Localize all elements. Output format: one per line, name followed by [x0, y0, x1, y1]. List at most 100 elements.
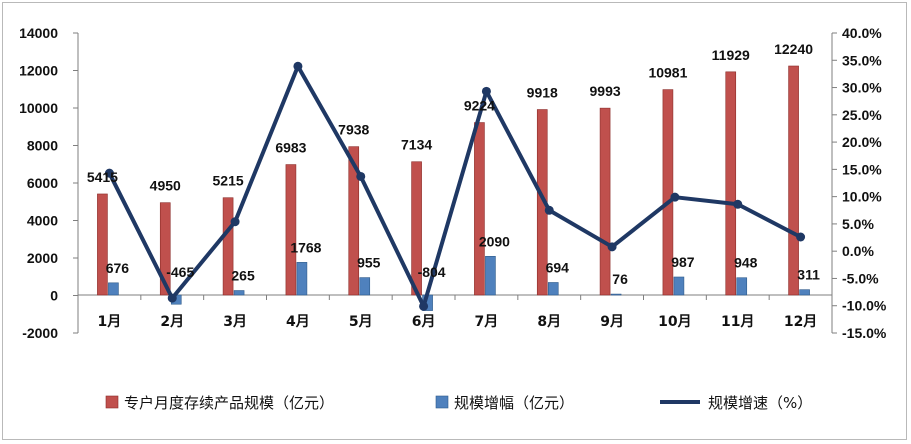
- right-axis-tick-label: -5.0%: [842, 270, 879, 286]
- data-label-growth: 955: [357, 255, 381, 271]
- right-axis-tick-label: 35.0%: [842, 52, 882, 68]
- bar-growth: [485, 256, 496, 296]
- data-label-scale: 6983: [275, 140, 306, 156]
- x-axis-tick-label: 10月: [658, 314, 691, 330]
- legend-swatch-growth: [435, 395, 449, 409]
- data-labels: 5415 676 4950 -465 5215 265 6983 1768 7938 955 713…: [87, 41, 820, 287]
- right-axis-tick-label: 5.0%: [842, 216, 874, 232]
- line-growth-rate-point: [544, 205, 554, 215]
- data-label-scale: 11929: [712, 47, 750, 63]
- data-label-scale: 12240: [774, 41, 813, 57]
- left-axis-tick-label: 10000: [19, 100, 58, 116]
- bar-scale: [348, 146, 360, 296]
- bar-growth: [108, 282, 119, 296]
- data-label-growth: 676: [106, 260, 130, 276]
- x-axis-tick-label: 12月: [784, 314, 817, 330]
- bar-growth: [296, 262, 308, 296]
- line-growth-rate-point: [293, 61, 303, 71]
- bar-scale: [159, 202, 171, 296]
- x-axis-tick-label: 4月: [286, 314, 310, 330]
- right-axis-tick-label: 0.0%: [842, 243, 874, 259]
- bar-scale: [474, 122, 485, 296]
- line-growth-rate: [107, 64, 802, 309]
- left-axis-tick-label: 4000: [27, 213, 58, 229]
- x-axis-tick-label: 5月: [349, 314, 373, 330]
- bar-growth: [673, 276, 685, 296]
- x-axis-tick-label: 11月: [721, 314, 754, 330]
- x-axis-tick-label: 3月: [223, 314, 247, 330]
- legend-label-scale: 专户月度存续产品规模（亿元）: [124, 394, 334, 412]
- left-axis-tick-label: 12000: [19, 63, 58, 79]
- bar-growth: [547, 282, 559, 296]
- bar-scale: [599, 107, 611, 296]
- left-axis-tick-label: 8000: [27, 138, 58, 154]
- right-axis-tick-label: -10.0%: [842, 298, 887, 314]
- data-label-growth: 311: [797, 267, 820, 283]
- bar-scale: [222, 197, 234, 296]
- line-growth-rate-point: [356, 171, 366, 181]
- line-growth-rate-point: [607, 242, 617, 252]
- data-label-growth: 948: [734, 255, 758, 271]
- line-series: [104, 61, 806, 311]
- right-axis-tick-label: 10.0%: [842, 189, 882, 205]
- data-label-growth: -465: [166, 264, 194, 280]
- x-axis-tick-label: 9月: [600, 314, 624, 330]
- bar-scale: [97, 193, 108, 296]
- bar-growth: [736, 277, 748, 296]
- data-label-growth: 987: [671, 254, 695, 270]
- data-label-scale: 7938: [338, 122, 369, 138]
- right-axis-tick-label: 20.0%: [842, 134, 882, 150]
- data-label-scale: 4950: [150, 178, 181, 194]
- left-axis-tick-label: 6000: [27, 175, 58, 191]
- line-growth-rate-point: [230, 217, 240, 227]
- axes: -2000 0 2000 4000 6000 8000 10000 12000 14000 -15…: [19, 25, 887, 341]
- right-axis-tick-label: 15.0%: [842, 161, 882, 177]
- data-label-growth: 1768: [290, 239, 321, 255]
- left-axis-tick-label: -2000: [22, 325, 58, 341]
- line-growth-rate-point: [419, 301, 429, 311]
- data-label-scale: 9224: [464, 98, 495, 114]
- data-label-growth: 76: [612, 271, 628, 287]
- data-label-scale: 5415: [87, 169, 118, 185]
- right-axis-tick-label: -15.0%: [842, 325, 887, 341]
- x-axis-tick-label: 1月: [98, 314, 122, 330]
- chart-frame: [2, 2, 907, 440]
- right-axis-tick-label: 30.0%: [842, 80, 882, 96]
- right-axis-tick-label: 40.0%: [842, 25, 882, 41]
- legend-label-growth: 规模增幅（亿元）: [454, 394, 574, 412]
- line-growth-rate-point: [670, 192, 680, 202]
- data-label-scale: 5215: [213, 173, 244, 189]
- line-growth-rate-point: [733, 199, 743, 209]
- bar-scale: [788, 65, 799, 296]
- left-axis-tick-label: 14000: [19, 25, 58, 41]
- legend-swatch-scale: [105, 395, 119, 409]
- data-label-growth: 694: [546, 259, 570, 275]
- bar-growth: [610, 293, 622, 296]
- data-label-scale: 9918: [527, 85, 558, 101]
- bar-growth: [233, 290, 245, 296]
- line-growth-rate-point: [796, 232, 806, 242]
- x-axis-tick-label: 8月: [537, 314, 561, 330]
- right-axis-tick-label: 25.0%: [842, 107, 882, 123]
- bar-growth: [799, 289, 810, 296]
- line-growth-rate-point: [104, 168, 114, 178]
- bar-scale: [725, 71, 737, 296]
- line-growth-rate-point: [167, 293, 177, 303]
- legend-label-growth-rate: 规模增速（%）: [708, 394, 812, 412]
- x-axis-tick-label: 6月: [412, 314, 436, 330]
- x-axis-tick-label: 2月: [160, 314, 184, 330]
- bar-growth: [359, 277, 371, 296]
- data-label-growth: 265: [231, 268, 255, 284]
- left-axis-tick-label: 2000: [27, 250, 58, 266]
- bar-scale: [662, 89, 674, 296]
- x-axis-tick-label: 7月: [475, 314, 499, 330]
- data-label-scale: 9993: [590, 83, 621, 99]
- left-axis-tick-label: 0: [50, 288, 58, 304]
- data-label-scale: 7134: [401, 137, 432, 153]
- bar-series: [97, 65, 810, 311]
- data-label-growth: -804: [418, 264, 446, 280]
- bar-scale: [285, 164, 297, 296]
- data-label-scale: 10981: [648, 65, 687, 81]
- legend: 专户月度存续产品规模（亿元） 规模增幅（亿元） 规模增速（%）: [105, 394, 812, 412]
